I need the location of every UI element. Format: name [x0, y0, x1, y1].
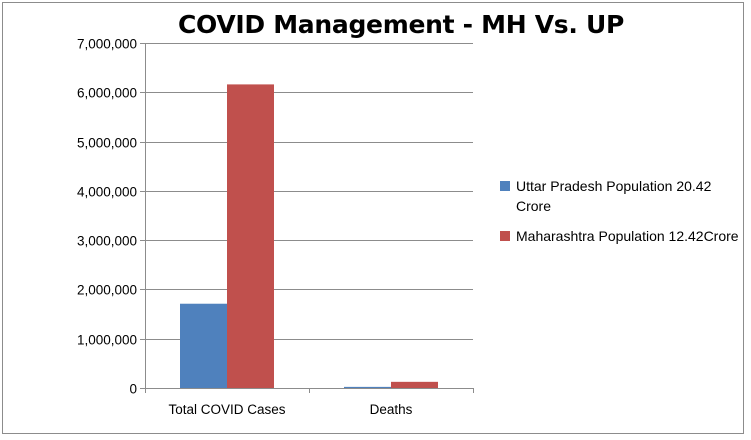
bar: [180, 303, 227, 388]
y-tick-label: 7,000,000: [77, 37, 137, 52]
x-tick-label: Deaths: [370, 402, 413, 417]
y-tick-label: 2,000,000: [77, 283, 137, 298]
y-tick-label: 3,000,000: [77, 234, 137, 249]
chart-frame: [2, 2, 744, 434]
y-tick-label: 4,000,000: [77, 185, 137, 200]
legend-label: Maharashtra Population 12.42Crore: [516, 228, 739, 244]
legend-swatch: [500, 181, 510, 191]
legend-item: Uttar Pradesh Population 20.42 Crore: [500, 176, 740, 216]
y-tick-label: 5,000,000: [77, 136, 137, 151]
y-tick-label: 1,000,000: [77, 333, 137, 348]
x-tick-label: Total COVID Cases: [168, 402, 285, 417]
chart-legend: Uttar Pradesh Population 20.42 Crore Maha…: [500, 176, 740, 256]
bar: [391, 381, 438, 388]
y-tick-label: 6,000,000: [77, 86, 137, 101]
y-tick-label: 0: [129, 382, 137, 397]
legend-swatch: [500, 231, 510, 241]
chart-title: COVID Management - MH Vs. UP: [178, 10, 624, 39]
bar: [227, 84, 274, 389]
bar: [344, 386, 391, 388]
legend-item: Maharashtra Population 12.42Crore: [500, 226, 740, 246]
legend-label: Uttar Pradesh Population 20.42 Crore: [516, 178, 712, 214]
